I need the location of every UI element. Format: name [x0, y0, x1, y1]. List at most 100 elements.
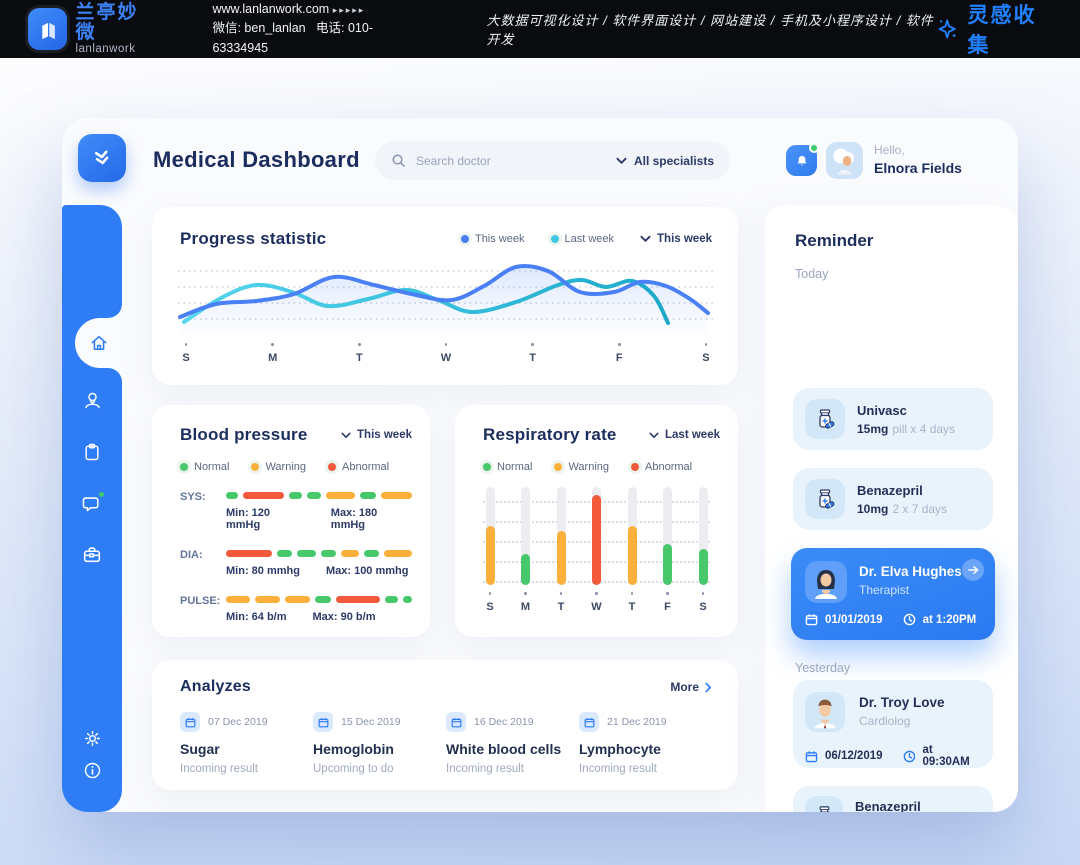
- resp-bar-column: T: [625, 487, 639, 615]
- bp-segment: [226, 596, 250, 603]
- resp-period-dropdown[interactable]: Last week: [649, 429, 720, 441]
- bp-segment: [315, 596, 331, 603]
- chat-icon: [82, 497, 99, 512]
- resp-bars: S M T W T F S: [483, 487, 710, 615]
- last-week-line: [182, 277, 670, 325]
- user-avatar-image: [826, 142, 863, 179]
- bp-segment: [359, 492, 376, 499]
- analyzes-item-white-blood-cells[interactable]: 16 Dec 2019 White blood cells Incoming r…: [446, 712, 579, 775]
- legend-dot: [251, 463, 260, 471]
- book-logo-icon: [28, 8, 68, 50]
- app-logo[interactable]: [78, 134, 126, 182]
- brand: 兰亭妙微 lanlanwork: [28, 3, 154, 55]
- more-label: More: [670, 680, 699, 694]
- calendar-icon: [805, 750, 818, 762]
- bp-min-value: Min: 120 mmHg: [226, 507, 271, 531]
- chevron-down-icon: [616, 157, 627, 164]
- notifications-button[interactable]: [786, 143, 819, 176]
- search-bar[interactable]: All specialists: [375, 141, 730, 180]
- clipboard-icon: [85, 443, 99, 461]
- analyzes-date: 07 Dec 2019: [208, 716, 268, 728]
- collect-button[interactable]: 灵感收集: [935, 0, 1054, 59]
- bp-pulse-bar: [226, 596, 413, 603]
- reminder-panel: Reminder Today Univasc 15mg pill x 4 days…: [765, 205, 1018, 812]
- sidebar-item-home[interactable]: [75, 318, 122, 368]
- analyzes-title: Analyzes: [180, 678, 251, 695]
- day-label: T: [551, 592, 571, 613]
- progress-statistic-card: Progress statistic This week Last week T…: [152, 207, 738, 385]
- sidebar-item-kit[interactable]: [62, 543, 122, 565]
- more-button[interactable]: More: [670, 680, 712, 694]
- website-link[interactable]: www.lanlanwork.com: [212, 1, 330, 16]
- analyzes-item-sugar[interactable]: 07 Dec 2019 Sugar Incoming result: [180, 712, 313, 775]
- sidebar-item-info[interactable]: [62, 760, 122, 781]
- bp-row-label: SYS:: [180, 491, 206, 503]
- bp-max-value: Max: 100 mmhg: [325, 565, 409, 577]
- legend-label: Abnormal: [342, 461, 390, 473]
- day-label: S: [480, 592, 500, 613]
- sidebar-item-records[interactable]: [62, 442, 122, 462]
- day-label: M: [516, 592, 536, 613]
- bp-max-value: Max: 90 b/m: [312, 611, 376, 623]
- analyzes-date: 21 Dec 2019: [607, 716, 667, 728]
- calendar-icon: [579, 712, 599, 732]
- reminder-title: Reminder: [795, 231, 874, 250]
- med-card-benazepril-today[interactable]: Benazepril 10mg 2 x 7 days: [793, 468, 993, 530]
- legend-dot: [180, 463, 188, 471]
- bp-segment: [226, 550, 272, 557]
- calendar-icon: [446, 712, 466, 732]
- bp-max-value: Max: 180 mmHg: [330, 507, 378, 531]
- analyzes-date: 15 Dec 2019: [341, 716, 401, 728]
- bp-segment: [243, 492, 284, 499]
- bp-dia-bar: [226, 550, 413, 557]
- dashboard-window: Medical Dashboard All specialists: [62, 118, 1018, 812]
- analyzes-card: Analyzes More 07 Dec 2019 Sugar Incoming…: [152, 660, 738, 790]
- appointment-time: at 1:20PM: [922, 613, 977, 626]
- dropdown-label: This week: [657, 233, 712, 245]
- bp-row-dia: DIA: Min: 80 mmhg Max: 100 mmhg: [180, 548, 413, 577]
- resp-bar-fill: [663, 544, 672, 585]
- chevron-down-icon: [649, 432, 659, 438]
- sidebar-item-patients[interactable]: [62, 390, 122, 411]
- analyzes-date: 16 Dec 2019: [474, 716, 534, 728]
- bp-segment: [297, 550, 316, 557]
- respiratory-chart: S M T W T F S: [483, 487, 720, 615]
- search-input[interactable]: [416, 153, 606, 168]
- greeting-label: Hello,: [874, 143, 905, 157]
- resp-bar-fill: [592, 495, 601, 585]
- legend-label: Warning: [568, 461, 610, 473]
- bp-row-label: PULSE:: [180, 595, 221, 607]
- resp-bar-column: T: [554, 487, 568, 615]
- user-avatar[interactable]: [826, 142, 863, 179]
- analyzes-item-hemoglobin[interactable]: 15 Dec 2019 Hemoglobin Upcoming to do: [313, 712, 446, 775]
- today-label: Today: [795, 267, 829, 281]
- resp-bar-fill: [698, 549, 708, 585]
- blood-pressure-card: Blood pressure This week Normal Warning …: [152, 405, 430, 637]
- bp-segment: [284, 596, 311, 603]
- bp-segment: [276, 550, 293, 557]
- calendar-icon: [313, 712, 333, 732]
- specialists-dropdown[interactable]: All specialists: [616, 154, 714, 168]
- analyzes-item-lymphocyte[interactable]: 21 Dec 2019 Lymphocyte Incoming result: [579, 712, 712, 775]
- bp-row-pulse: PULSE: Min: 64 b/m Max: 90 b/m: [180, 594, 413, 623]
- arrow-right-button[interactable]: [962, 559, 984, 581]
- chat-notification-dot: [97, 490, 106, 499]
- bp-period-dropdown[interactable]: This week: [341, 429, 412, 441]
- user-name: Elnora Fields: [874, 159, 962, 176]
- appointment-card-troy-love[interactable]: Dr. Troy Love Cardiolog 06/12/2019 at 09…: [793, 680, 993, 768]
- chevron-right-icon: [705, 682, 712, 692]
- gear-icon: [84, 730, 100, 747]
- medicine-icon: [805, 796, 843, 812]
- sidebar-item-messages[interactable]: [62, 490, 122, 515]
- day-label: T: [622, 592, 642, 613]
- appointment-meta: 01/01/2019 at 1:20PM: [805, 613, 983, 626]
- bp-segment: [340, 550, 360, 557]
- sidebar-item-settings[interactable]: [62, 728, 122, 749]
- med-card-univasc-today[interactable]: Univasc 15mg pill x 4 days: [793, 388, 993, 450]
- appointment-card-elva-hughes[interactable]: Dr. Elva Hughes Therapist 01/01/2019 at …: [791, 548, 995, 640]
- legend-dot: [554, 463, 563, 471]
- progress-period-dropdown[interactable]: This week: [640, 233, 712, 245]
- legend-this-week: This week: [460, 233, 525, 245]
- clock-icon: [903, 750, 915, 762]
